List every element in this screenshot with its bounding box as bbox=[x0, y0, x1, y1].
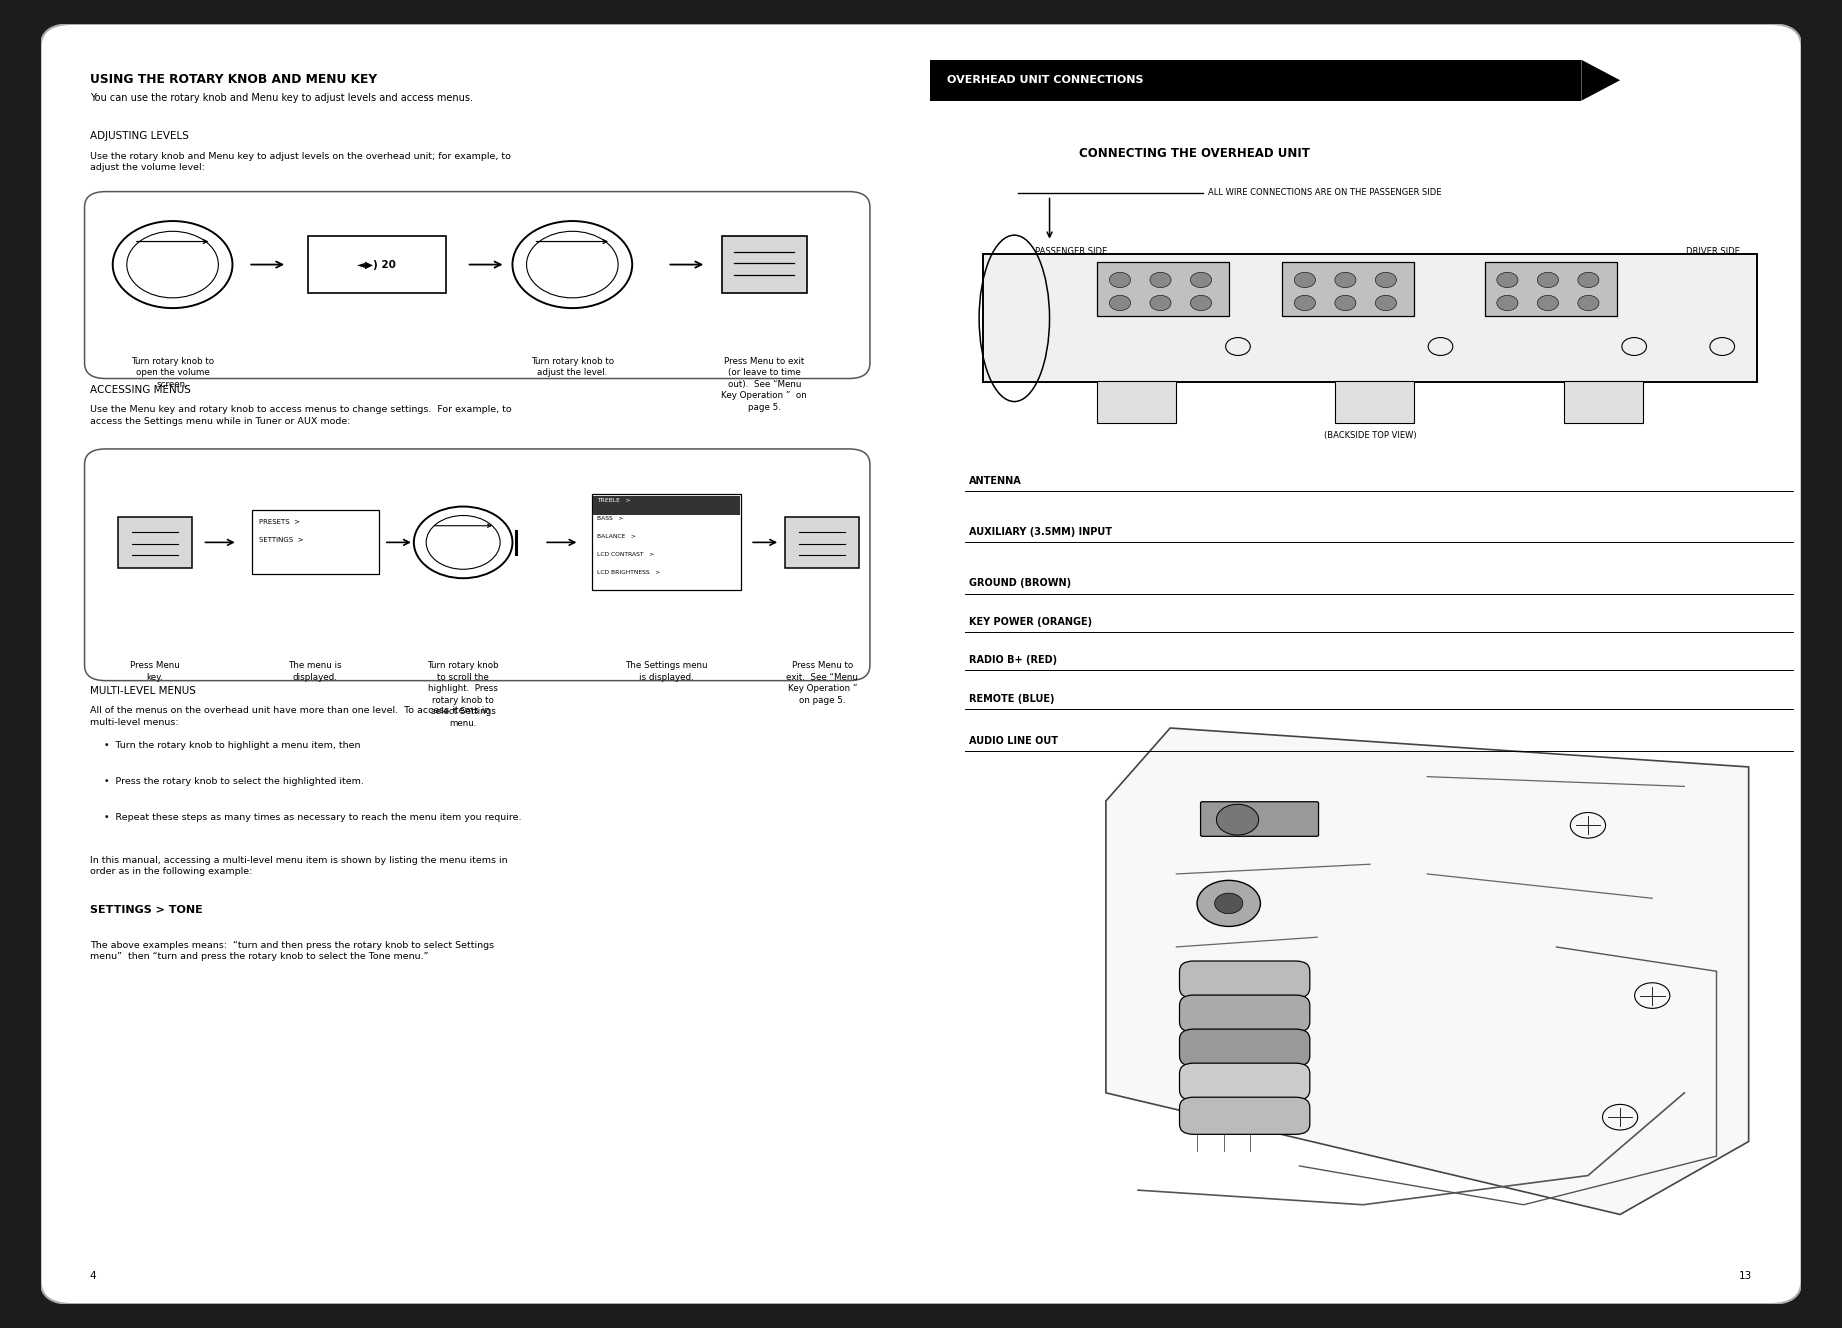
Circle shape bbox=[1197, 880, 1260, 927]
Text: REMOTE (BLUE): REMOTE (BLUE) bbox=[969, 693, 1054, 704]
Circle shape bbox=[1498, 272, 1518, 288]
FancyBboxPatch shape bbox=[41, 24, 1801, 1304]
Text: LCD BRIGHTNESS   >: LCD BRIGHTNESS > bbox=[597, 570, 659, 575]
Circle shape bbox=[1538, 295, 1558, 311]
Text: ALL WIRE CONNECTIONS ARE ON THE PASSENGER SIDE: ALL WIRE CONNECTIONS ARE ON THE PASSENGE… bbox=[1208, 189, 1442, 198]
FancyBboxPatch shape bbox=[591, 494, 740, 591]
Text: Use the rotary knob and Menu key to adjust levels on the overhead unit; for exam: Use the rotary knob and Menu key to adju… bbox=[90, 151, 510, 173]
Text: DRIVER SIDE: DRIVER SIDE bbox=[1685, 247, 1741, 256]
Text: The menu is
displayed.: The menu is displayed. bbox=[289, 661, 343, 681]
Text: TREBLE   >: TREBLE > bbox=[597, 498, 630, 503]
Text: GROUND (BROWN): GROUND (BROWN) bbox=[969, 579, 1070, 588]
Circle shape bbox=[1538, 272, 1558, 288]
Circle shape bbox=[1579, 272, 1599, 288]
FancyBboxPatch shape bbox=[118, 517, 192, 568]
FancyBboxPatch shape bbox=[85, 191, 869, 378]
Text: USING THE ROTARY KNOB AND MENU KEY: USING THE ROTARY KNOB AND MENU KEY bbox=[90, 73, 378, 85]
Text: All of the menus on the overhead unit have more than one level.  To access items: All of the menus on the overhead unit ha… bbox=[90, 706, 490, 726]
Text: PRESETS  >: PRESETS > bbox=[260, 519, 300, 526]
Circle shape bbox=[1149, 272, 1172, 288]
Text: AUDIO LINE OUT: AUDIO LINE OUT bbox=[969, 736, 1057, 746]
Circle shape bbox=[1216, 805, 1258, 835]
FancyBboxPatch shape bbox=[1564, 381, 1643, 424]
Text: SETTINGS  >: SETTINGS > bbox=[260, 538, 304, 543]
Text: Use the Menu key and rotary knob to access menus to change settings.  For exampl: Use the Menu key and rotary knob to acce… bbox=[90, 405, 512, 426]
FancyBboxPatch shape bbox=[982, 255, 1757, 382]
Text: OVERHEAD UNIT CONNECTIONS: OVERHEAD UNIT CONNECTIONS bbox=[947, 76, 1144, 85]
FancyBboxPatch shape bbox=[1098, 262, 1229, 316]
FancyBboxPatch shape bbox=[785, 517, 860, 568]
Circle shape bbox=[1109, 272, 1131, 288]
Text: MULTI-LEVEL MENUS: MULTI-LEVEL MENUS bbox=[90, 685, 195, 696]
Text: ADJUSTING LEVELS: ADJUSTING LEVELS bbox=[90, 131, 188, 142]
Circle shape bbox=[1579, 295, 1599, 311]
Circle shape bbox=[1376, 272, 1396, 288]
Text: Press Menu
key.: Press Menu key. bbox=[131, 661, 181, 681]
FancyBboxPatch shape bbox=[252, 510, 379, 575]
Text: BASS   >: BASS > bbox=[597, 517, 623, 521]
Text: The above examples means:  “turn and then press the rotary knob to select Settin: The above examples means: “turn and then… bbox=[90, 940, 494, 961]
FancyBboxPatch shape bbox=[308, 236, 446, 292]
FancyBboxPatch shape bbox=[722, 236, 807, 292]
Circle shape bbox=[1149, 295, 1172, 311]
Text: LCD CONTRAST   >: LCD CONTRAST > bbox=[597, 552, 654, 556]
Circle shape bbox=[1214, 894, 1243, 914]
Circle shape bbox=[1109, 295, 1131, 311]
Polygon shape bbox=[1105, 728, 1748, 1215]
FancyBboxPatch shape bbox=[1179, 1097, 1310, 1134]
Text: CONNECTING THE OVERHEAD UNIT: CONNECTING THE OVERHEAD UNIT bbox=[1079, 147, 1310, 159]
Text: AUXILIARY (3.5MM) INPUT: AUXILIARY (3.5MM) INPUT bbox=[969, 527, 1111, 538]
FancyBboxPatch shape bbox=[1179, 1029, 1310, 1066]
Text: 13: 13 bbox=[1739, 1271, 1752, 1282]
FancyBboxPatch shape bbox=[1335, 381, 1415, 424]
Circle shape bbox=[1498, 295, 1518, 311]
Text: In this manual, accessing a multi-level menu item is shown by listing the menu i: In this manual, accessing a multi-level … bbox=[90, 857, 507, 876]
Text: ◄▶) 20: ◄▶) 20 bbox=[357, 259, 396, 270]
Text: •  Press the rotary knob to select the highlighted item.: • Press the rotary knob to select the hi… bbox=[103, 777, 363, 786]
Circle shape bbox=[1190, 272, 1212, 288]
Text: ANTENNA: ANTENNA bbox=[969, 475, 1020, 486]
Text: Turn rotary knob
to scroll the
highlight.  Press
rotary knob to
select Settings
: Turn rotary knob to scroll the highlight… bbox=[427, 661, 499, 728]
Text: 4: 4 bbox=[90, 1271, 96, 1282]
FancyBboxPatch shape bbox=[1179, 995, 1310, 1032]
FancyBboxPatch shape bbox=[1282, 262, 1415, 316]
Text: PASSENGER SIDE: PASSENGER SIDE bbox=[1035, 247, 1107, 256]
Circle shape bbox=[1295, 272, 1315, 288]
FancyBboxPatch shape bbox=[1201, 802, 1319, 837]
Circle shape bbox=[1376, 295, 1396, 311]
Text: Turn rotary knob to
adjust the level.: Turn rotary knob to adjust the level. bbox=[530, 357, 613, 377]
Polygon shape bbox=[1580, 60, 1621, 101]
Circle shape bbox=[1335, 272, 1356, 288]
Circle shape bbox=[1190, 295, 1212, 311]
Text: KEY POWER (ORANGE): KEY POWER (ORANGE) bbox=[969, 618, 1092, 627]
Text: Turn rotary knob to
open the volume
screen.: Turn rotary knob to open the volume scre… bbox=[131, 357, 214, 389]
Text: The Settings menu
is displayed.: The Settings menu is displayed. bbox=[624, 661, 707, 681]
Text: •  Turn the rotary knob to highlight a menu item, then: • Turn the rotary knob to highlight a me… bbox=[103, 741, 361, 750]
FancyBboxPatch shape bbox=[1179, 1064, 1310, 1101]
FancyBboxPatch shape bbox=[593, 495, 740, 515]
Text: You can use the rotary knob and Menu key to adjust levels and access menus.: You can use the rotary knob and Menu key… bbox=[90, 93, 473, 104]
Circle shape bbox=[1295, 295, 1315, 311]
Text: •  Repeat these steps as many times as necessary to reach the menu item you requ: • Repeat these steps as many times as ne… bbox=[103, 813, 521, 822]
Text: SETTINGS > TONE: SETTINGS > TONE bbox=[90, 904, 203, 915]
Text: RADIO B+ (RED): RADIO B+ (RED) bbox=[969, 655, 1057, 665]
Text: BALANCE   >: BALANCE > bbox=[597, 534, 635, 539]
FancyBboxPatch shape bbox=[1485, 262, 1617, 316]
FancyBboxPatch shape bbox=[1098, 381, 1177, 424]
Text: Press Menu to exit
(or leave to time
out).  See “Menu
Key Operation ”  on
page 5: Press Menu to exit (or leave to time out… bbox=[722, 357, 807, 412]
Text: (BACKSIDE TOP VIEW): (BACKSIDE TOP VIEW) bbox=[1324, 432, 1416, 440]
FancyBboxPatch shape bbox=[85, 449, 869, 681]
Text: Press Menu to
exit.  See “Menu
Key Operation ”
on page 5.: Press Menu to exit. See “Menu Key Operat… bbox=[787, 661, 858, 705]
FancyBboxPatch shape bbox=[930, 60, 1580, 101]
FancyBboxPatch shape bbox=[1179, 961, 1310, 999]
Text: ACCESSING MENUS: ACCESSING MENUS bbox=[90, 385, 192, 394]
Circle shape bbox=[1335, 295, 1356, 311]
